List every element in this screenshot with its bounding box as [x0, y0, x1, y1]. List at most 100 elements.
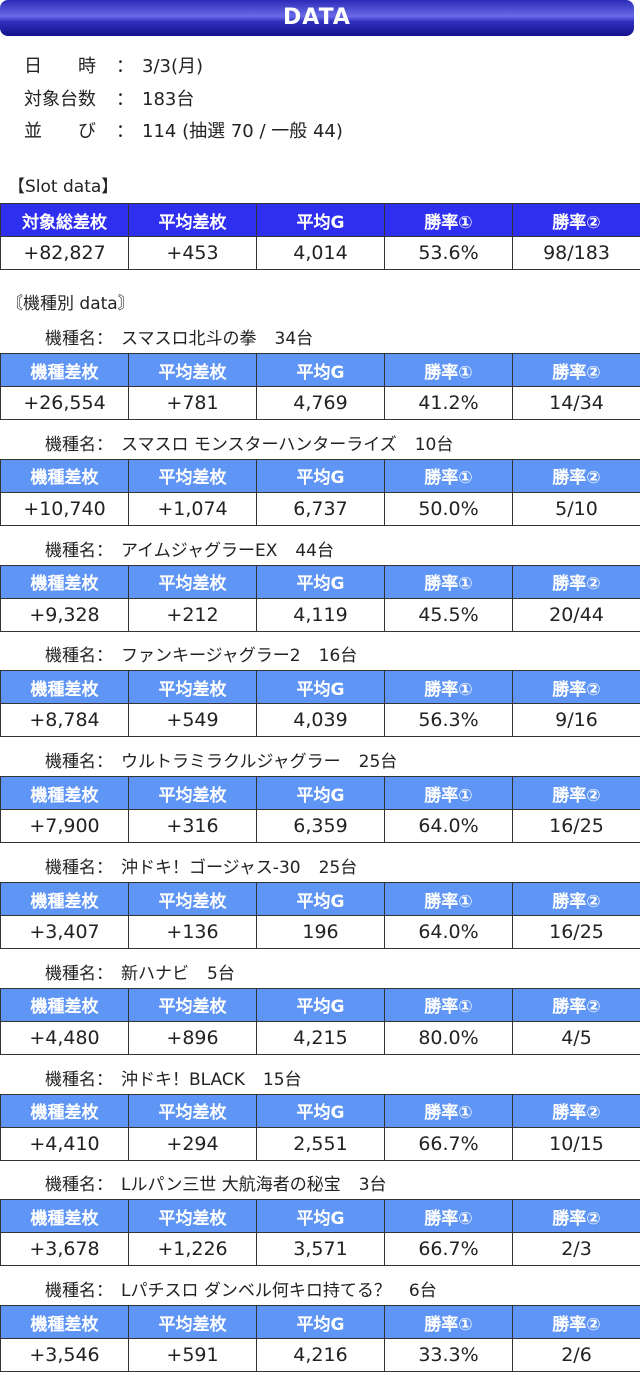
table-cell: +3,407 — [0, 915, 129, 949]
model-name: 沖ドキ！ゴージャス-30 — [121, 858, 301, 878]
column-header: 勝率② — [512, 776, 640, 811]
table-cell: +294 — [128, 1126, 257, 1161]
column-header: 機種差枚 — [0, 1093, 129, 1128]
column-header: 勝率② — [512, 458, 640, 493]
model-name: Lルパン三世 大航海者の秘宝 — [121, 1175, 341, 1196]
table-cell: 41.2% — [384, 386, 513, 420]
column-header: 勝率① — [384, 203, 513, 237]
column-header: 平均G — [256, 1305, 385, 1340]
table-cell: 66.7% — [384, 1232, 513, 1267]
model-name: 沖ドキ！BLACK — [121, 1069, 245, 1090]
model-name-label: 機種名： 沖ドキ！BLACK 15台 — [45, 1065, 302, 1090]
model-name-label: 機種名： スマスロ北斗の拳 34台 — [45, 324, 313, 349]
model-count: 25台 — [358, 752, 398, 773]
column-header: 平均差枚 — [128, 564, 257, 599]
table-cell: 16/25 — [512, 809, 640, 844]
table-cell: +1,226 — [128, 1232, 257, 1267]
model-name-label: 機種名： スマスロ モンスターハンターライズ 10台 — [45, 430, 453, 455]
table-cell: 6,359 — [256, 809, 385, 844]
column-header: 勝率① — [384, 987, 513, 1022]
slot-data-table: 対象総差枚 平均差枚 平均G 勝率① 勝率② +82,827 +453 4,014 53.6% 9… — [0, 203, 640, 270]
header-row: 機種差枚 平均差枚 平均G 勝率① 勝率② — [0, 776, 640, 811]
column-header: 勝率② — [512, 353, 640, 387]
table-cell: +896 — [128, 1020, 257, 1055]
table-cell: 10/15 — [512, 1126, 640, 1161]
column-header: 機種差枚 — [0, 353, 129, 387]
column-header: 機種差枚 — [0, 1305, 129, 1340]
info-label-b: 時 — [78, 56, 96, 77]
column-header: 勝率② — [512, 1305, 640, 1340]
table-cell: 20/44 — [512, 597, 640, 632]
column-header: 平均差枚 — [128, 1093, 257, 1128]
table-cell: +4,480 — [0, 1020, 129, 1055]
model-name: ウルトラミラクルジャグラー — [121, 752, 341, 773]
table-row: +82,827 +453 4,014 53.6% 98/183 — [0, 236, 640, 270]
table-row: +10,740 +1,074 6,737 50.0% 5/10 — [0, 491, 640, 526]
model-count: 10台 — [414, 434, 454, 455]
column-header: 平均G — [256, 564, 385, 599]
header-row: 機種差枚 平均差枚 平均G 勝率① 勝率② — [0, 882, 640, 916]
column-header: 平均G — [256, 1093, 385, 1128]
header-row: 機種差枚 平均差枚 平均G 勝率① 勝率② — [0, 458, 640, 493]
table-cell: 64.0% — [384, 915, 513, 949]
model-prefix: 機種名： — [45, 329, 113, 349]
model-name-label: 機種名： 新ハナビ 5台 — [45, 959, 235, 984]
model-name-label: 機種名： 沖ドキ！ゴージャス-30 25台 — [45, 853, 357, 878]
column-header: 平均差枚 — [128, 458, 257, 493]
model-count: 6台 — [408, 1281, 437, 1302]
model-data-table: 機種差枚 平均差枚 平均G 勝率① 勝率② +8,784 +549 4,039 56.3% 9/1… — [0, 670, 640, 738]
column-header: 勝率① — [384, 1093, 513, 1128]
table-row: +3,407 +136 196 64.0% 16/25 — [0, 915, 640, 949]
column-header: 機種差枚 — [0, 1199, 129, 1234]
column-header: 平均G — [256, 1199, 385, 1234]
table-cell: 66.7% — [384, 1126, 513, 1161]
model-prefix: 機種名： — [45, 752, 113, 773]
table-cell: 4/5 — [512, 1020, 640, 1055]
table-cell: +3,678 — [0, 1232, 129, 1267]
table-row: +4,410 +294 2,551 66.7% 10/15 — [0, 1126, 640, 1161]
column-header: 平均差枚 — [128, 1305, 257, 1340]
model-data-table: 機種差枚 平均差枚 平均G 勝率① 勝率② +4,480 +896 4,215 80.0% 4/5 — [0, 987, 640, 1055]
header-row: 機種差枚 平均差枚 平均G 勝率① 勝率② — [0, 670, 640, 705]
table-cell: +8,784 — [0, 703, 129, 738]
table-cell: 4,215 — [256, 1020, 385, 1055]
column-header: 勝率① — [384, 353, 513, 387]
slot-data-label: 【Slot data】 — [8, 177, 119, 197]
column-header: 平均G — [256, 776, 385, 811]
info-line: 対象台数 ： 183台 — [24, 90, 194, 110]
page-title: DATA — [0, 0, 634, 36]
model-prefix: 機種名： — [45, 963, 113, 984]
info-label-a: 並 — [24, 121, 42, 142]
header-row: 機種差枚 平均差枚 平均G 勝率① 勝率② — [0, 1305, 640, 1340]
column-header: 勝率② — [512, 670, 640, 705]
table-row: +3,678 +1,226 3,571 66.7% 2/3 — [0, 1232, 640, 1267]
column-header: 勝率② — [512, 564, 640, 599]
info-label: 日時 — [24, 57, 132, 77]
model-count: 25台 — [318, 858, 358, 878]
table-cell: +4,410 — [0, 1126, 129, 1161]
column-header: 平均差枚 — [128, 670, 257, 705]
table-cell: 2/3 — [512, 1232, 640, 1267]
model-data-table: 機種差枚 平均差枚 平均G 勝率① 勝率② +3,546 +591 4,216 33.3% 2/6 — [0, 1305, 640, 1373]
model-prefix: 機種名： — [45, 646, 113, 667]
table-cell: 2/6 — [512, 1338, 640, 1373]
table-cell: +26,554 — [0, 386, 129, 420]
table-cell: +212 — [128, 597, 257, 632]
table-cell: +9,328 — [0, 597, 129, 632]
model-count: 3台 — [358, 1175, 387, 1196]
table-cell: 9/16 — [512, 703, 640, 738]
table-cell: 98/183 — [512, 236, 640, 270]
table-cell: 80.0% — [384, 1020, 513, 1055]
table-row: +9,328 +212 4,119 45.5% 20/44 — [0, 597, 640, 632]
info-colon: ： — [116, 56, 134, 77]
table-cell: +453 — [128, 236, 257, 270]
model-data-table: 機種差枚 平均差枚 平均G 勝率① 勝率② +7,900 +316 6,359 64.0% 16/… — [0, 776, 640, 844]
table-cell: 196 — [256, 915, 385, 949]
column-header: 勝率① — [384, 776, 513, 811]
column-header: 平均G — [256, 882, 385, 916]
column-header: 機種差枚 — [0, 776, 129, 811]
model-name: 新ハナビ — [121, 963, 189, 984]
column-header: 勝率① — [384, 564, 513, 599]
table-cell: +3,546 — [0, 1338, 129, 1373]
column-header: 勝率① — [384, 1305, 513, 1340]
